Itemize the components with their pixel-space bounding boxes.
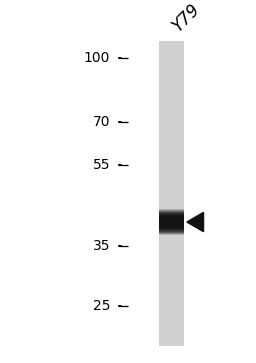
Text: -: - bbox=[113, 299, 122, 313]
Text: -: - bbox=[113, 52, 122, 65]
Bar bbox=[159, 41, 184, 346]
Text: Y79: Y79 bbox=[169, 0, 204, 34]
Text: -: - bbox=[113, 158, 122, 172]
Text: 35: 35 bbox=[93, 239, 110, 253]
Text: -: - bbox=[113, 239, 122, 253]
Text: 25: 25 bbox=[93, 299, 110, 313]
Text: 100: 100 bbox=[84, 52, 110, 65]
Text: 55: 55 bbox=[93, 158, 110, 172]
Text: -: - bbox=[113, 115, 122, 129]
Text: 70: 70 bbox=[93, 115, 110, 129]
Polygon shape bbox=[187, 212, 204, 232]
